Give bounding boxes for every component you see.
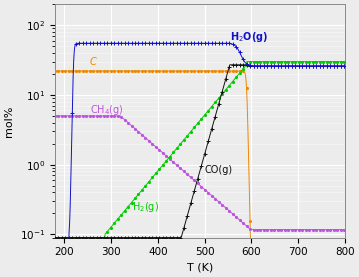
Text: CO(g): CO(g) [205, 165, 233, 175]
Y-axis label: mol%: mol% [4, 105, 14, 137]
X-axis label: T (K): T (K) [187, 263, 213, 273]
Text: H$_2$O(g): H$_2$O(g) [230, 30, 269, 44]
Text: CH$_4$(g): CH$_4$(g) [90, 103, 124, 117]
Text: H$_2$(g): H$_2$(g) [132, 201, 159, 214]
Text: C: C [90, 57, 97, 67]
